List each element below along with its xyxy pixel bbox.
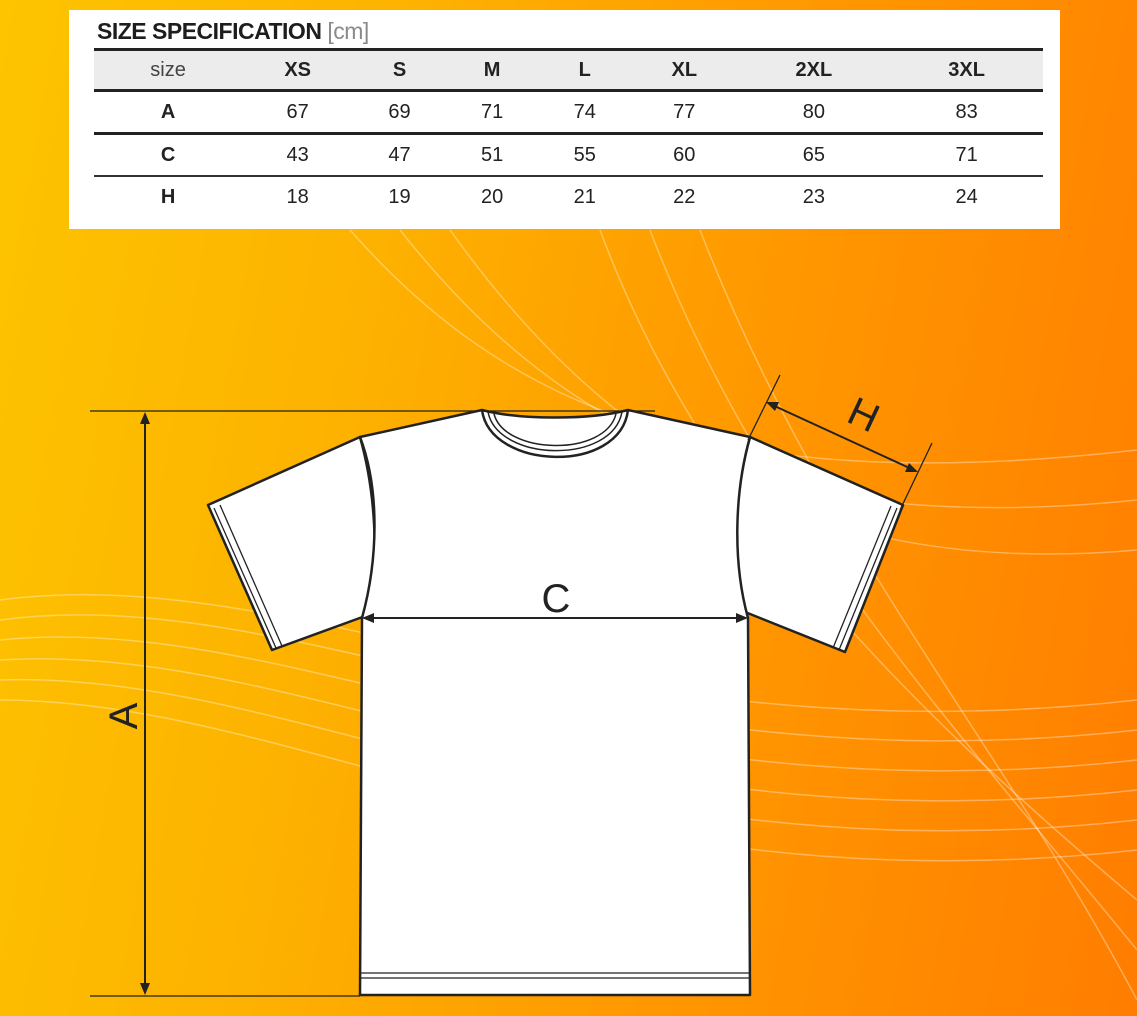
title-text: SIZE SPECIFICATION [97,18,322,44]
table-cell: 22 [673,185,696,208]
table-cell: 51 [481,143,504,166]
column-header: 2XL [795,58,833,81]
column-header: XL [671,58,698,81]
label-a: A [102,702,146,729]
table-cell: 21 [573,185,596,208]
shirt-body [358,408,752,997]
table-cell: 65 [802,143,825,166]
table-cell: 77 [673,100,696,123]
size-table: size XS S M L XL 2XL 3XL A 67 69 71 74 77 80 83… [94,48,1043,217]
row-label: H [160,185,176,208]
table-cell: 74 [573,100,596,123]
label-h: H [841,389,886,441]
table-cell: 80 [802,100,825,123]
column-header: size [150,58,186,81]
column-header: L [578,58,591,81]
unit-label: [cm] [327,18,369,44]
row-label: A [160,100,176,123]
table-header-row: size XS S M L XL 2XL 3XL [94,49,1043,91]
size-specification-card: SIZE SPECIFICATION [cm] size XS S M L XL… [69,10,1060,229]
table-cell: 71 [955,143,978,166]
table-cell: 24 [955,185,978,208]
table-cell: 69 [388,100,411,123]
size-spec-title: SIZE SPECIFICATION [cm] [97,18,369,45]
table-cell: 20 [481,185,504,208]
table-cell: 67 [286,100,309,123]
column-header: S [392,58,407,81]
table-row: H 18 19 20 21 22 23 24 [94,176,1043,217]
collar [480,409,630,459]
table-cell: 23 [802,185,825,208]
table-cell: 18 [286,185,309,208]
table-cell: 43 [286,143,309,166]
label-c: C [542,577,571,621]
table-cell: 19 [388,185,411,208]
column-header: M [483,58,501,81]
row-label: C [160,143,176,166]
left-sleeve [206,435,376,652]
column-header: 3XL [948,58,985,81]
table-row: C 43 47 51 55 60 65 71 [94,134,1043,176]
column-header: XS [284,58,311,81]
table-cell: 47 [388,143,411,166]
table-cell: 83 [955,100,978,123]
table-cell: 71 [481,100,504,123]
table-cell: 55 [573,143,596,166]
table-cell: 60 [673,143,696,166]
table-row: A 67 69 71 74 77 80 83 [94,91,1043,134]
right-sleeve [734,435,905,654]
